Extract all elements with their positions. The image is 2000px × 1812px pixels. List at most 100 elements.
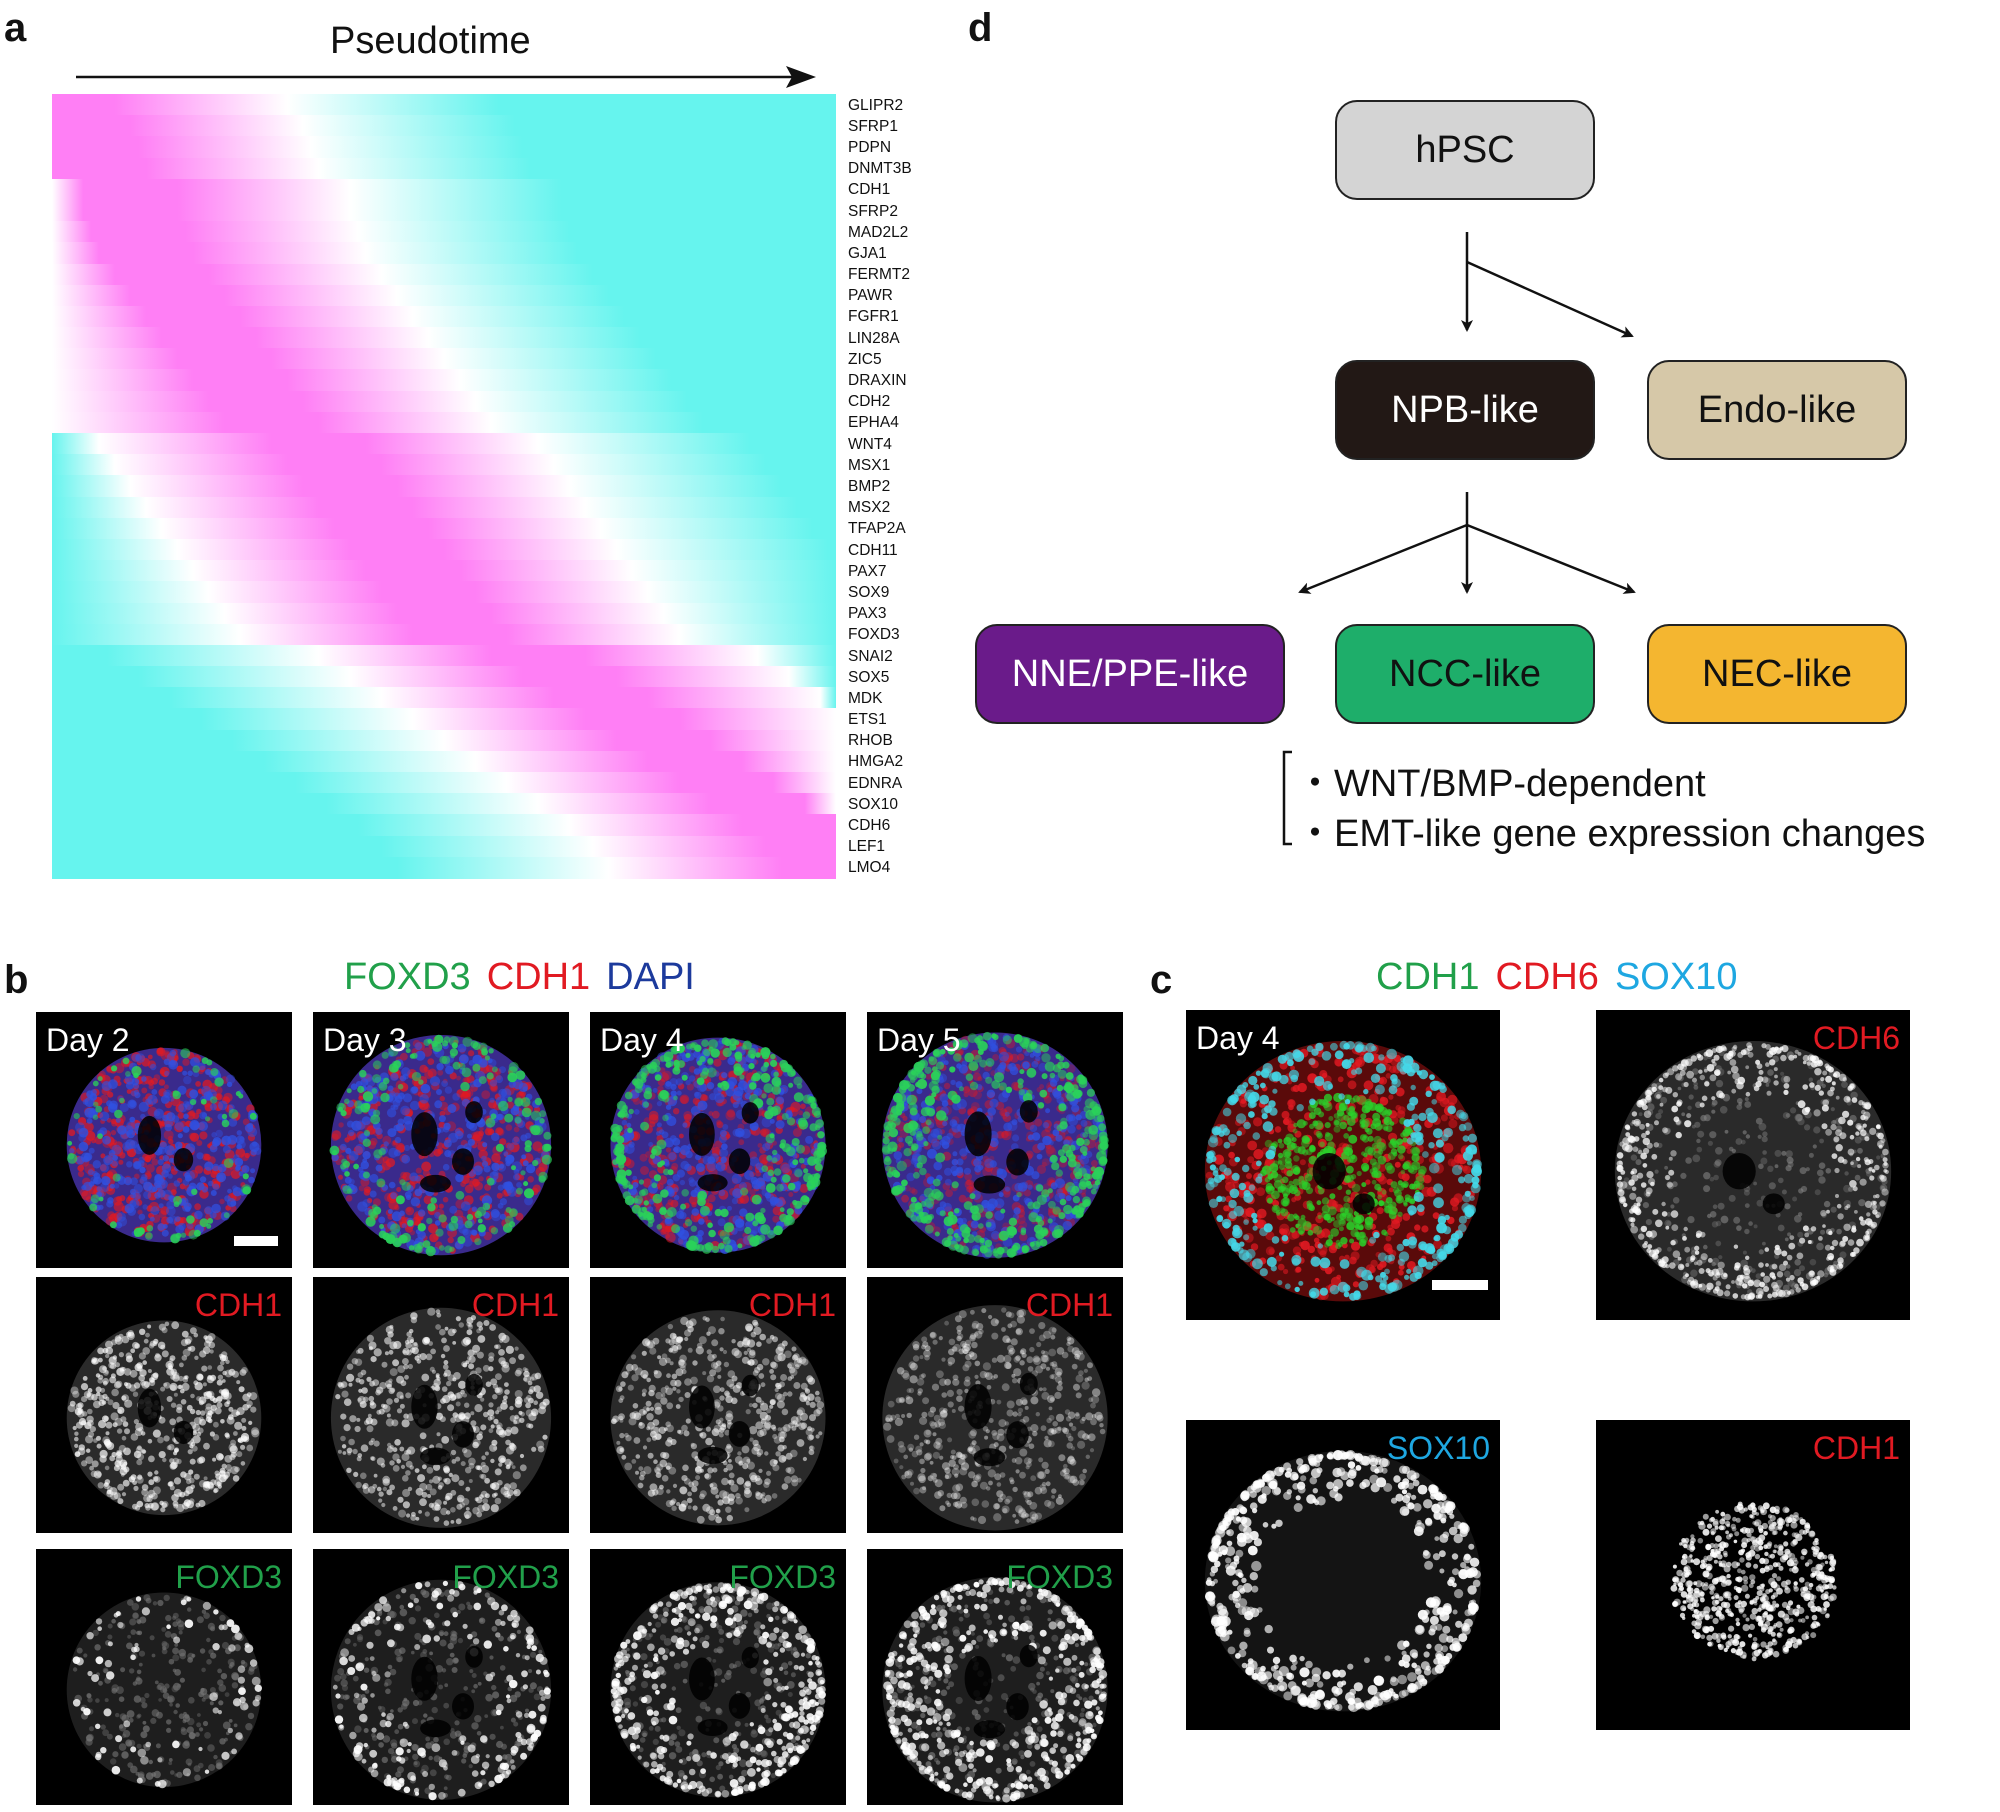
legend-cdh1: CDH1 bbox=[486, 956, 591, 998]
heatmap-row bbox=[52, 263, 836, 286]
gene-label: FGFR1 bbox=[848, 308, 899, 326]
heatmap-row bbox=[52, 581, 836, 604]
node-hpsc: hPSC bbox=[1335, 100, 1595, 200]
day-label: Day 2 bbox=[46, 1022, 130, 1058]
pseudotime-label: Pseudotime bbox=[330, 20, 531, 62]
heatmap-row bbox=[52, 348, 836, 371]
gene-label: BMP2 bbox=[848, 478, 891, 495]
heatmap-row bbox=[52, 835, 836, 858]
heatmap-row bbox=[52, 390, 836, 413]
gene-label: SNAI2 bbox=[848, 647, 893, 665]
gene-label: PAWR bbox=[848, 287, 893, 305]
panel-b-legend: FOXD3 CDH1 DAPI bbox=[344, 956, 711, 999]
micrograph-cdh1-day-3: CDH1 bbox=[313, 1277, 569, 1533]
gene-label: LEF1 bbox=[848, 838, 886, 856]
scale-bar bbox=[234, 1236, 278, 1246]
gene-label: CDH6 bbox=[848, 817, 891, 835]
heatmap-row bbox=[52, 199, 836, 222]
heatmap-row bbox=[52, 433, 836, 455]
micrograph-merged-day-5: Day 5 bbox=[867, 1012, 1123, 1268]
foxd3-channel-label: FOXD3 bbox=[1006, 1559, 1113, 1595]
gene-label: SFRP1 bbox=[848, 117, 898, 135]
gene-label: SOX9 bbox=[848, 583, 890, 601]
day-label: Day 5 bbox=[877, 1022, 961, 1058]
gene-label: LIN28A bbox=[848, 329, 900, 347]
gene-label: PAX7 bbox=[848, 562, 887, 580]
gene-label: SOX10 bbox=[848, 795, 898, 813]
gene-label: DRAXIN bbox=[848, 372, 907, 390]
pseudotime-arrow bbox=[76, 66, 816, 88]
gene-label: CDH2 bbox=[848, 393, 891, 411]
micrograph-cdh1-day-5: CDH1 bbox=[867, 1277, 1123, 1533]
gene-label: RHOB bbox=[848, 732, 893, 750]
gene-label: EPHA4 bbox=[848, 414, 899, 432]
micrograph-cdh6: CDH6 bbox=[1596, 1010, 1910, 1320]
cdh6-channel-label: CDH6 bbox=[1812, 1020, 1900, 1056]
legend-c-cdh1: CDH1 bbox=[1376, 956, 1480, 998]
node-endo-like-label: Endo-like bbox=[1697, 388, 1857, 431]
micrograph-cdh1-day-4: CDH1 bbox=[590, 1277, 846, 1533]
gene-label: SOX5 bbox=[848, 668, 890, 686]
node-nec-like: NEC-like bbox=[1647, 624, 1907, 724]
panel-letter-a: a bbox=[4, 6, 27, 50]
heatmap-row bbox=[52, 454, 836, 476]
heatmap-row bbox=[52, 708, 836, 731]
node-hpsc-label: hPSC bbox=[1415, 128, 1515, 171]
heatmap-row bbox=[52, 369, 836, 392]
node-nne-ppe-like: NNE/PPE-like bbox=[975, 624, 1285, 724]
heatmap-row bbox=[52, 538, 836, 561]
legend-dapi: DAPI bbox=[606, 956, 695, 998]
gene-label: GLIPR2 bbox=[848, 96, 904, 114]
heatmap-row bbox=[52, 560, 836, 582]
note-wnt-bmp: ・WNT/BMP-dependent bbox=[1296, 763, 1706, 805]
panel-letter-b: b bbox=[4, 958, 29, 1002]
sox10-channel-label: SOX10 bbox=[1386, 1430, 1490, 1466]
heatmap-row bbox=[52, 666, 836, 688]
gene-label: TFAP2A bbox=[848, 520, 906, 538]
cdh1-channel-label: CDH1 bbox=[194, 1287, 282, 1323]
gene-label: ZIC5 bbox=[848, 350, 882, 368]
micrograph-sox10: SOX10 bbox=[1186, 1420, 1500, 1730]
legend-c-sox10: SOX10 bbox=[1614, 956, 1738, 998]
note-emt: ・EMT-like gene expression changes bbox=[1296, 813, 1926, 855]
foxd3-channel-label: FOXD3 bbox=[175, 1559, 282, 1595]
pseudotime-heatmap bbox=[52, 94, 836, 879]
heatmap-row bbox=[52, 221, 836, 243]
day-label: Day 4 bbox=[600, 1022, 684, 1058]
micrograph-foxd3-day-5: FOXD3 bbox=[867, 1549, 1123, 1805]
heatmap-row bbox=[52, 327, 836, 349]
panel-letter-c: c bbox=[1150, 958, 1173, 1002]
heatmap-row bbox=[52, 411, 836, 434]
ncc-notes: ・WNT/BMP-dependent ・EMT-like gene expres… bbox=[1296, 752, 1996, 862]
node-nec-like-label: NEC-like bbox=[1702, 652, 1852, 695]
heatmap-row bbox=[52, 644, 836, 667]
micrograph-merged-day-4: Day 4 bbox=[590, 1012, 846, 1268]
node-endo-like: Endo-like bbox=[1647, 360, 1907, 460]
scale-bar bbox=[1432, 1280, 1488, 1290]
heatmap-row bbox=[52, 178, 836, 201]
node-nne-ppe-like-label: NNE/PPE-like bbox=[1011, 652, 1249, 695]
gene-label: ETS1 bbox=[848, 711, 887, 729]
heatmap-row bbox=[52, 602, 836, 625]
gene-label: DNMT3B bbox=[848, 160, 912, 178]
heatmap-row bbox=[52, 750, 836, 773]
cdh1-channel-label: CDH1 bbox=[471, 1287, 559, 1323]
heatmap-row bbox=[52, 793, 836, 816]
foxd3-channel-label: FOXD3 bbox=[729, 1559, 836, 1595]
gene-label: SFRP2 bbox=[848, 202, 898, 220]
gene-label: MSX2 bbox=[848, 499, 891, 517]
gene-label: MSX1 bbox=[848, 456, 891, 474]
gene-label: CDH1 bbox=[848, 181, 891, 199]
heatmap-row bbox=[52, 475, 836, 498]
heatmap-row bbox=[52, 856, 836, 879]
heatmap-row bbox=[52, 517, 836, 540]
heatmap-row bbox=[52, 623, 836, 646]
heatmap-row bbox=[52, 496, 836, 519]
gene-label: HMGA2 bbox=[848, 753, 904, 771]
heatmap-row bbox=[52, 814, 836, 837]
micrograph-cdh1-day-2: CDH1 bbox=[36, 1277, 292, 1533]
node-npb-like: NPB-like bbox=[1335, 360, 1595, 460]
lineage-arrows bbox=[1282, 232, 1636, 846]
cdh1-channel-label: CDH1 bbox=[748, 1287, 836, 1323]
heatmap-row bbox=[52, 157, 836, 180]
